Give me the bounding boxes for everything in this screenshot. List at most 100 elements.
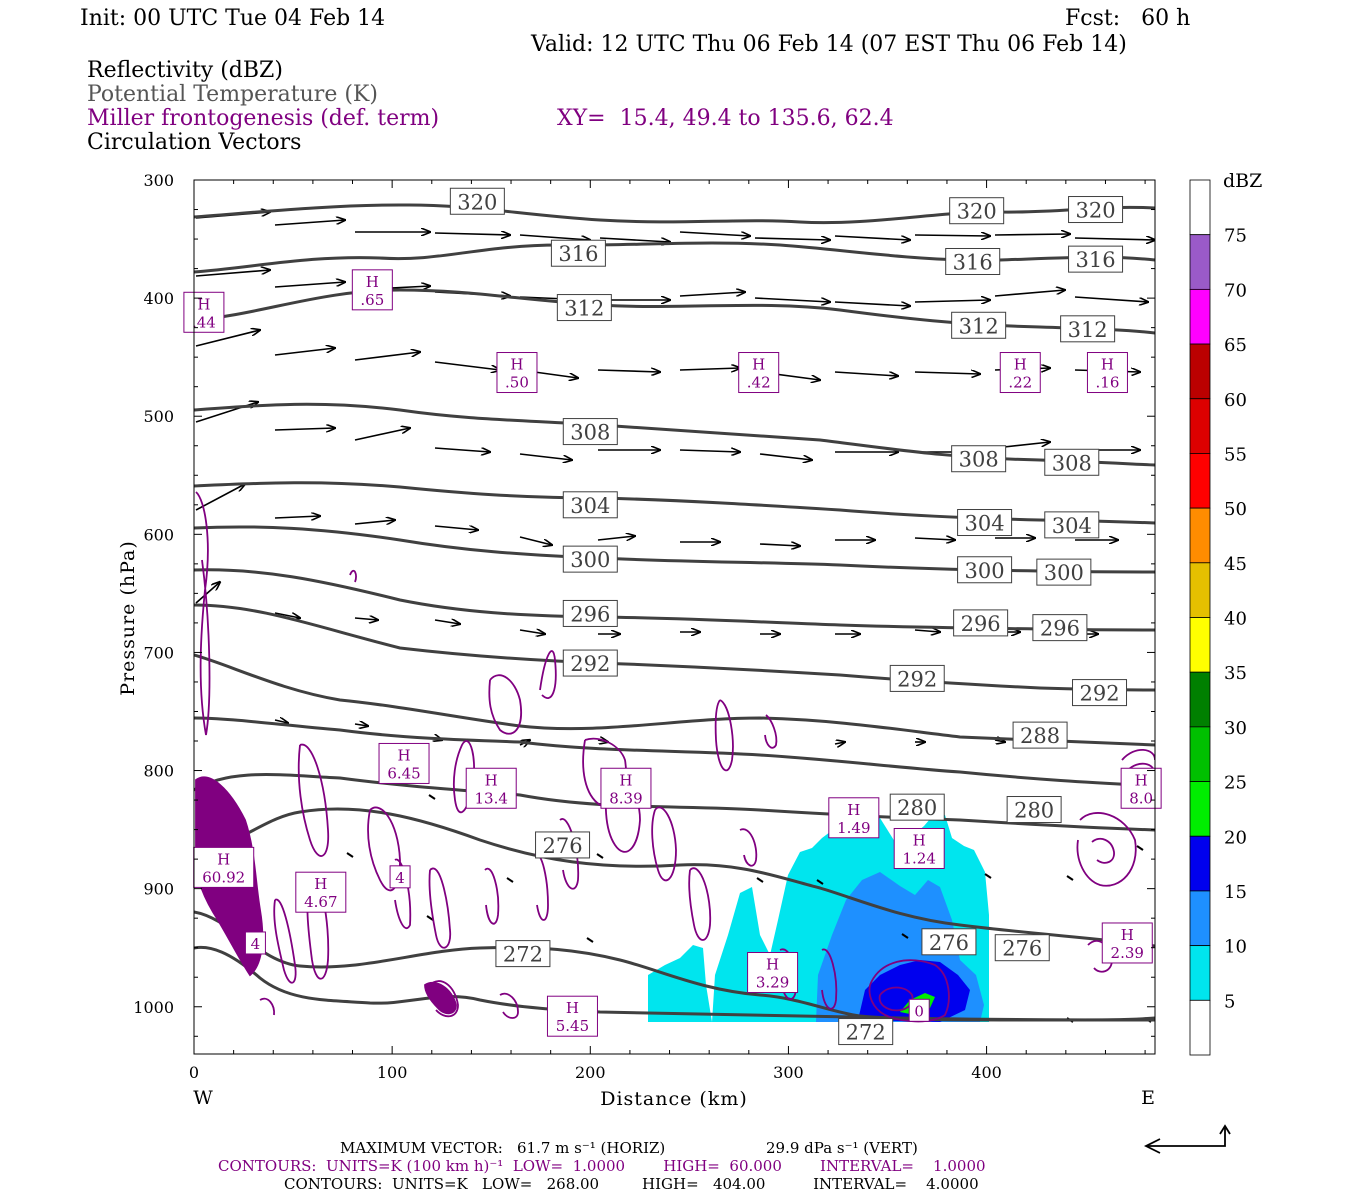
theta-label: 296 (1040, 617, 1080, 641)
circulation-vector (1074, 238, 1155, 240)
theta-label-box (994, 934, 1050, 962)
theta-label-box (550, 239, 606, 267)
theta-label-box (951, 311, 1007, 339)
theta-label: 320 (957, 200, 997, 224)
frontogenesis-max-letter: H (510, 356, 523, 374)
circulation-vector (354, 520, 395, 524)
circulation-vector-short (506, 877, 514, 883)
frontogenesis-max-box (828, 797, 880, 839)
frontogenesis-contour-line (297, 743, 330, 857)
colorbar-level-label: 50 (1224, 499, 1247, 520)
colorbar-segment (1189, 507, 1211, 564)
colorbar-segment (1189, 343, 1211, 400)
theta-contour-line (194, 716, 1155, 788)
frontogenesis-max-letter: H (314, 875, 327, 893)
field-frontogenesis: Miller frontogenesis (def. term) (87, 106, 440, 131)
theta-label: 320 (457, 190, 497, 214)
frontogenesis-max-letter: H (766, 956, 779, 974)
theta-contour-info: CONTOURS: UNITS=K LOW= 268.00 HIGH= 404.… (284, 1175, 979, 1193)
theta-label-box (838, 1018, 894, 1046)
frontogenesis-max-letter: H (217, 850, 230, 868)
max-vector-vertical: 29.9 dPa s⁻¹ (VERT) (766, 1139, 918, 1157)
circulation-vector-short (816, 879, 824, 885)
forecast-hour: Fcst: 60 h (1065, 6, 1191, 31)
theta-label: 280 (1014, 799, 1054, 823)
circulation-vector (679, 231, 750, 236)
frontogenesis-max-box (546, 995, 598, 1037)
colorbar-segment (1189, 234, 1211, 290)
frontogenesis-contour-line (195, 491, 211, 736)
circulation-vector (354, 724, 368, 726)
circulation-vector (994, 740, 1005, 742)
frontogenesis-max-letter: H (197, 295, 210, 313)
theta-label: 272 (846, 1021, 886, 1045)
frontogenesis-max-box (1086, 352, 1128, 394)
theta-contour-line (194, 402, 1155, 467)
theta-label: 316 (1076, 248, 1116, 272)
colorbar-level-label: 60 (1224, 390, 1247, 411)
frontogenesis-max-box (1101, 922, 1153, 964)
theta-label: 292 (897, 667, 937, 691)
frontogenesis-max-box (1120, 767, 1162, 809)
colorbar-segment (1189, 671, 1211, 728)
circulation-vector (679, 368, 740, 370)
theta-label: 276 (1002, 937, 1042, 961)
theta-label: 320 (1076, 199, 1116, 223)
frontogenesis-contour-line (259, 997, 275, 1016)
circulation-vector (599, 237, 670, 242)
theta-label: 292 (1079, 682, 1119, 706)
y-axis-label: Pressure (hPa) (117, 540, 139, 696)
circulation-vector-short (901, 933, 909, 939)
frontogenesis-max-value: 6.45 (387, 764, 420, 782)
theta-label-box (562, 418, 618, 446)
circulation-vector (195, 270, 270, 277)
theta-contour-line (194, 773, 1155, 832)
frontogenesis-contour-line (559, 818, 580, 890)
theta-label-box (1068, 245, 1124, 273)
circulation-vector (434, 526, 478, 530)
colorbar-segment (1189, 726, 1211, 782)
theta-label: 304 (570, 494, 610, 518)
colorbar-level-label: 30 (1224, 718, 1247, 739)
frontogenesis-max-box (378, 742, 430, 784)
circulation-vector (759, 453, 812, 460)
field-reflectivity: Reflectivity (dBZ) (87, 58, 283, 83)
theta-label: 312 (959, 314, 999, 338)
circulation-vector-short (1136, 845, 1144, 851)
theta-contour-line (194, 653, 1155, 747)
circulation-vector-short (586, 937, 594, 943)
valid-time: Valid: 12 UTC Thu 06 Feb 14 (07 EST Thu … (531, 32, 1127, 57)
x-tick-label: 100 (377, 1063, 408, 1082)
theta-label-box (556, 294, 612, 322)
theta-label: 316 (953, 250, 993, 274)
circulation-vector (434, 447, 490, 452)
frontogenesis-max-letter: H (752, 356, 765, 374)
frontogenesis-max-box (893, 827, 945, 869)
frontogenesis-max-value: 60.92 (202, 868, 245, 886)
frontogenesis-contour-line (868, 959, 950, 1023)
y-tick-label: 900 (143, 880, 174, 899)
colorbar-segment (1189, 781, 1211, 837)
theta-label-box (1072, 679, 1128, 707)
theta-contour-line (199, 807, 1155, 948)
frontogenesis-max-value: 8.39 (609, 789, 642, 807)
circulation-vector (754, 238, 830, 240)
frontogenesis-contour-line (651, 806, 677, 882)
theta-label: 280 (897, 796, 937, 820)
circulation-vector (834, 371, 898, 376)
theta-contour-labels: 320 320 320 316 316 316 312 312 312 308 308 308 304 3… (449, 187, 1128, 1046)
frontogenesis-max-letter: H (847, 801, 860, 819)
frontogenesis-contour-line (539, 650, 557, 699)
theta-label: 312 (1068, 318, 1108, 342)
theta-label-box (1012, 721, 1068, 749)
colorbar-level-label: 40 (1224, 609, 1247, 630)
frontogenesis-inline-label: 0 (914, 1002, 924, 1020)
circulation-vector (434, 361, 500, 370)
frontogenesis-contour-line (488, 674, 522, 735)
frontogenesis-max-box (738, 352, 780, 394)
theta-label-box (921, 928, 977, 956)
colorbar-level-label: 15 (1224, 882, 1247, 903)
init-time: Init: 00 UTC Tue 04 Feb 14 (80, 6, 386, 31)
frontogenesis-contour-line (499, 992, 519, 1019)
y-tick-label: 700 (143, 643, 174, 662)
